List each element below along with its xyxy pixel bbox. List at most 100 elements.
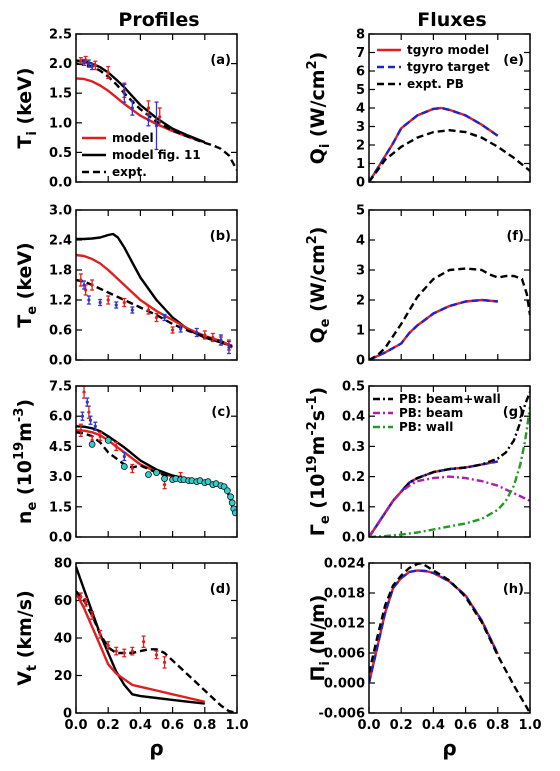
- ytick-label-f: 4: [356, 234, 365, 249]
- data-point-c: [82, 390, 86, 394]
- ytick-label-d: 60: [54, 594, 72, 609]
- data-point-a: [93, 63, 97, 67]
- ytick-label-a: 1.0: [49, 116, 72, 131]
- ytick-label-e: 7: [356, 46, 365, 61]
- scatter-point-c: [88, 441, 96, 448]
- ytick-label-c: 1.5: [49, 500, 72, 515]
- data-point-a: [154, 124, 159, 128]
- panel-label-f: (f): [506, 229, 524, 244]
- series-line-h-0: [369, 569, 499, 684]
- data-point-b: [227, 345, 231, 350]
- chart-panels: 0.0 0.5 1.0 1.5 2.0 2.5 (a) Ti (keV) model model …: [12, 28, 542, 761]
- data-point-b: [79, 278, 83, 282]
- ytick-label-c: 0.0: [49, 531, 72, 546]
- ytick-label-d: 0: [63, 707, 72, 722]
- series-line-b-0: [76, 232, 233, 349]
- xtick-label-d: 0.6: [161, 718, 184, 733]
- legend-label-g: PB: wall: [399, 420, 453, 434]
- axes-frame-g: [368, 385, 531, 538]
- ytick-label-f: 3: [356, 264, 365, 279]
- xtick-label-h: 0.6: [454, 718, 477, 733]
- series-line-b-1: [76, 253, 233, 349]
- scatter-point-c: [223, 487, 231, 495]
- data-point-c: [87, 410, 91, 414]
- data-point-b: [154, 315, 159, 320]
- panel-c: 0.0 1.5 3.0 4.5 6.0 7.5 (c) ne (1019m-3): [12, 380, 238, 546]
- data-point-c: [114, 444, 118, 448]
- data-point-a: [130, 106, 134, 110]
- ytick-label-a: 0.0: [49, 176, 72, 191]
- ytick-label-e: 4: [356, 102, 365, 117]
- scatter-point-c: [104, 437, 112, 444]
- ytick-label-h: 0.018: [324, 587, 365, 602]
- legend-label-a: expt.: [112, 165, 147, 179]
- data-point-a: [79, 59, 83, 63]
- series-line-e-0: [369, 106, 499, 182]
- xtick-label-d: 0.0: [64, 718, 87, 733]
- fluxes-column-title: Fluxes: [417, 9, 486, 31]
- xtick-label-h: 1.0: [518, 718, 541, 733]
- series-line-a-2: [76, 62, 237, 171]
- data-point-d: [84, 600, 88, 604]
- xtick-label-h: 0.4: [422, 718, 445, 733]
- series-line-e-1: [369, 106, 499, 182]
- scatter-point-c: [161, 475, 168, 482]
- ylabel-d: Vt (km/s): [14, 590, 40, 686]
- series-line-e-2: [369, 128, 530, 182]
- ytick-label-e: 3: [356, 120, 365, 135]
- data-point-c: [80, 414, 85, 418]
- xtick-label-d: 0.4: [129, 718, 152, 733]
- series-line-g-3: [369, 475, 530, 537]
- data-point-b: [114, 303, 118, 307]
- series-line-d-1: [76, 592, 206, 703]
- ytick-label-c: 4.5: [49, 440, 72, 455]
- legend-label-g: PB: beam: [399, 406, 463, 420]
- ytick-label-h: 0.000: [324, 677, 365, 692]
- ylabel-b: Te (keV): [14, 242, 40, 328]
- ytick-label-b: 2.4: [49, 234, 72, 249]
- axes-frame-b: [75, 209, 238, 361]
- data-point-c: [98, 434, 102, 438]
- ytick-label-b: 1.8: [49, 264, 72, 279]
- ytick-label-d: 80: [54, 557, 72, 572]
- ytick-label-b: 3.0: [49, 204, 72, 219]
- panel-h: -0.006 0.000 0.006 0.012 0.018 0.024 0.0 0.2 0.4…: [307, 557, 542, 761]
- ylabel-c: ne (1019m-3): [12, 399, 40, 524]
- data-point-a: [106, 70, 110, 75]
- data-point-b: [219, 338, 223, 342]
- ytick-label-c: 3.0: [49, 470, 72, 485]
- data-point-a: [82, 60, 86, 65]
- data-point-c: [122, 454, 126, 459]
- ytick-label-e: 6: [356, 65, 365, 80]
- data-point-a: [146, 118, 151, 122]
- data-point-c: [79, 428, 83, 432]
- ytick-label-f: 5: [356, 204, 365, 219]
- series-line-h-2: [369, 563, 530, 713]
- ytick-label-g: 0.5: [342, 380, 365, 395]
- ytick-label-g: 0.3: [342, 440, 365, 455]
- data-point-d: [122, 651, 126, 655]
- legend-label-a: model: [112, 131, 154, 145]
- data-point-a: [90, 64, 94, 69]
- series-line-a-0: [76, 77, 206, 144]
- scatter-point-c: [228, 499, 236, 507]
- data-point-d: [162, 660, 167, 664]
- ytick-label-h: 0.012: [324, 617, 365, 632]
- xtick-label-h: 0.0: [357, 718, 380, 733]
- ylabel-a: Ti (keV): [14, 67, 40, 148]
- data-point-c: [162, 483, 167, 487]
- scatter-point-c: [120, 463, 128, 470]
- scatter-point-c: [153, 469, 160, 476]
- data-point-a: [158, 115, 162, 119]
- data-point-b: [179, 327, 183, 331]
- data-point-d: [142, 640, 146, 644]
- data-point-b: [171, 328, 175, 332]
- ytick-label-f: 0: [356, 354, 365, 369]
- ylabel-h: Πi (N/m): [307, 595, 333, 682]
- panel-f: 0 1 2 3 4 5 (f) Qe (W/cm2): [305, 204, 531, 369]
- xlabel-d: ρ: [149, 736, 163, 760]
- data-point-b: [87, 298, 91, 302]
- ylabel-g: Γe (1019m-2s-1): [305, 387, 333, 537]
- data-point-b: [122, 300, 126, 305]
